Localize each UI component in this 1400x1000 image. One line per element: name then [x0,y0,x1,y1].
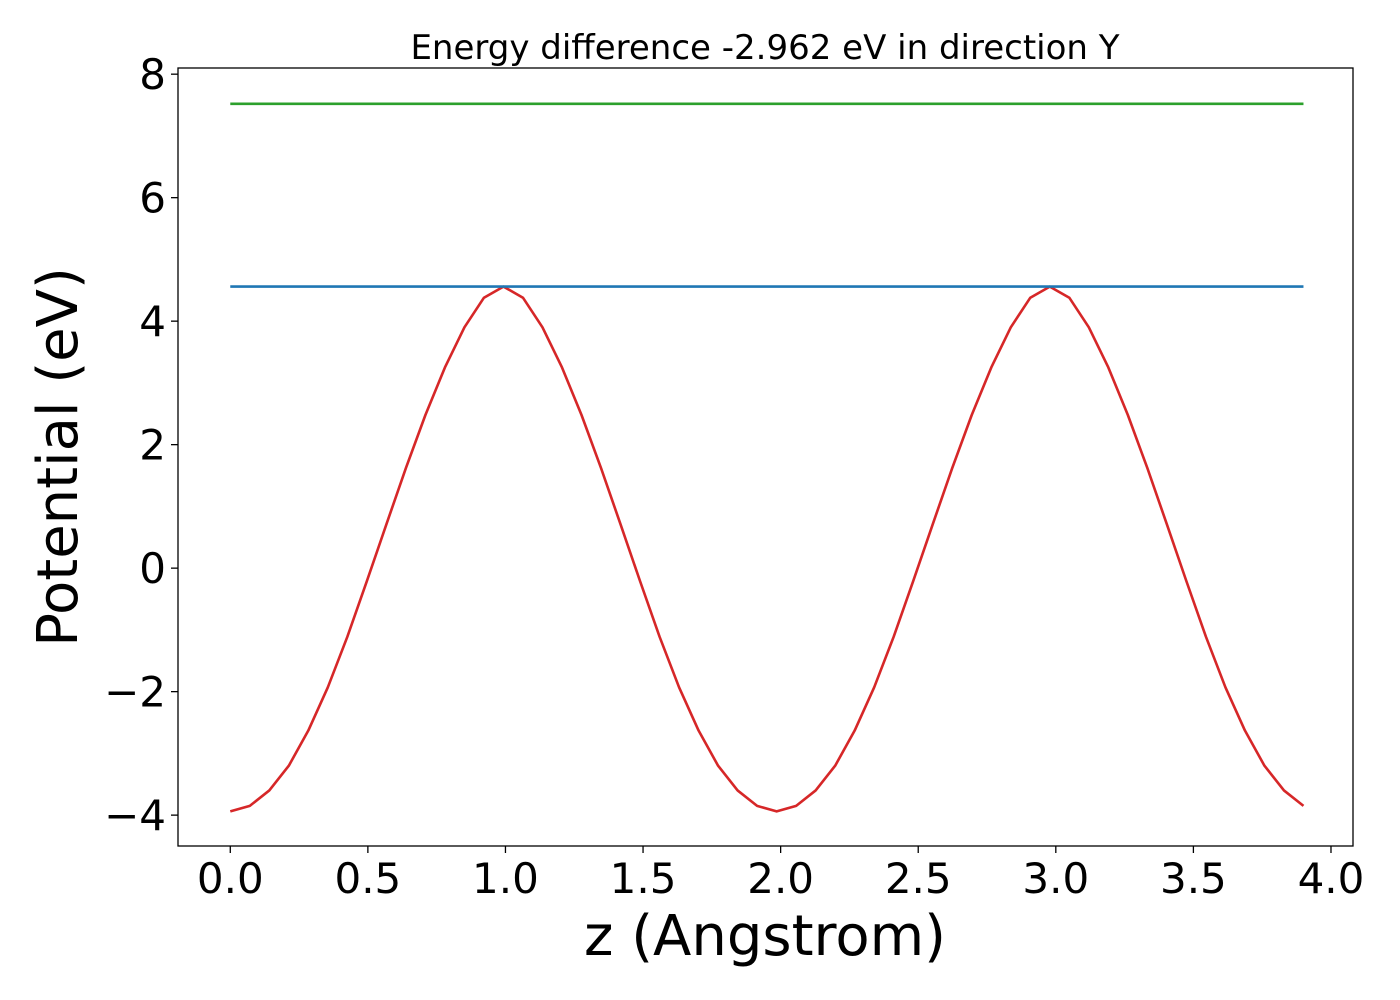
y-tick-label: −2 [104,668,166,717]
y-tick-label: −4 [104,791,166,840]
y-tick-label: 8 [139,50,166,99]
x-tick-label: 1.0 [472,854,539,903]
x-tick-label: 3.5 [1160,854,1227,903]
series-line-potential [229,285,1305,813]
plot-frame [177,67,1354,847]
y-tick-label: 0 [139,544,166,593]
y-tick-label: 4 [139,297,166,346]
x-tick-label: 4.0 [1298,854,1365,903]
x-axis: 0.0 0.5 1.0 1.5 2.0 2.5 3.0 3.5 4.0 [197,846,1364,903]
x-tick-label: 0.5 [334,854,401,903]
y-axis-label: Potential (eV) [26,267,91,647]
x-tick-label: 1.5 [610,854,677,903]
x-tick-label: 3.0 [1022,854,1089,903]
y-tick-label: 2 [139,421,166,470]
x-tick-label: 2.0 [747,854,814,903]
y-axis: −4 −2 0 2 4 6 8 [104,50,178,840]
x-axis-label: z (Angstrom) [584,904,946,969]
y-tick-label: 6 [139,174,166,223]
x-tick-label: 2.5 [885,854,952,903]
series-layer [229,102,1305,813]
plot-area [177,67,1354,847]
chart-title: Energy difference -2.962 eV in direction… [410,28,1119,68]
x-tick-label: 0.0 [197,854,264,903]
